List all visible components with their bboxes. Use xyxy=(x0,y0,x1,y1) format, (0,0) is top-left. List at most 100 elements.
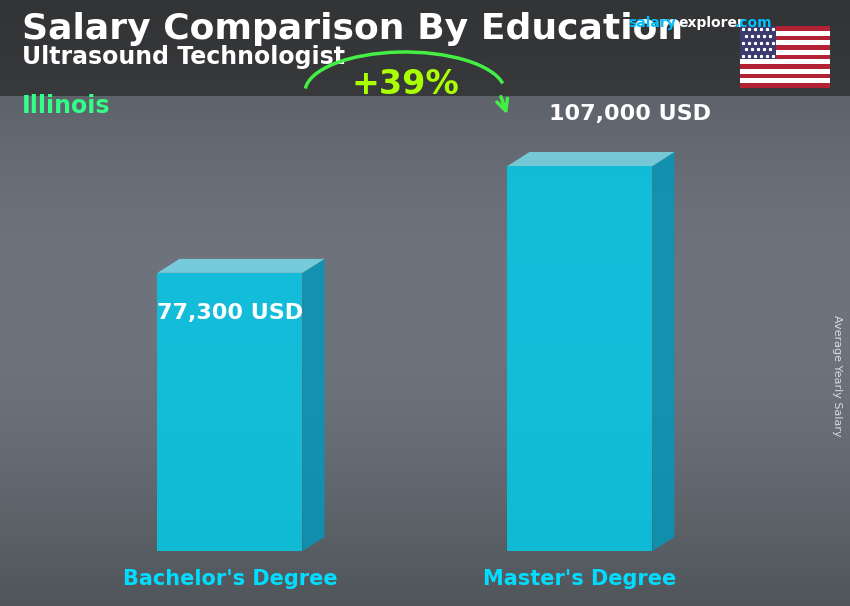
Text: Bachelor's Degree: Bachelor's Degree xyxy=(122,569,337,589)
Bar xyxy=(0,187,850,188)
Bar xyxy=(0,493,850,494)
Bar xyxy=(0,171,850,172)
Bar xyxy=(0,24,850,25)
Bar xyxy=(0,303,850,304)
Bar xyxy=(0,168,850,169)
Bar xyxy=(0,496,850,497)
Bar xyxy=(0,113,850,114)
Bar xyxy=(0,238,850,239)
Bar xyxy=(0,27,850,28)
Bar xyxy=(0,490,850,491)
Bar xyxy=(740,45,830,50)
Bar xyxy=(0,326,850,327)
Bar xyxy=(0,437,850,438)
Bar xyxy=(0,341,850,342)
Bar xyxy=(0,292,850,293)
Bar xyxy=(0,450,850,451)
Bar xyxy=(0,160,850,161)
Bar xyxy=(0,375,850,376)
Bar xyxy=(0,538,850,539)
Bar xyxy=(0,91,850,92)
Bar xyxy=(0,278,850,279)
Bar xyxy=(0,272,850,273)
Bar xyxy=(0,448,850,449)
Bar xyxy=(0,376,850,377)
Bar xyxy=(0,39,850,40)
Bar xyxy=(0,469,850,470)
Bar xyxy=(0,156,850,157)
Bar xyxy=(0,454,850,455)
Bar xyxy=(0,518,850,519)
Bar xyxy=(0,151,850,152)
Bar xyxy=(0,600,850,601)
Bar xyxy=(0,554,850,555)
Bar xyxy=(0,570,850,571)
Bar xyxy=(0,373,850,374)
Bar xyxy=(0,101,850,102)
Bar xyxy=(0,399,850,400)
Bar xyxy=(0,136,850,137)
Bar xyxy=(0,380,850,381)
Bar xyxy=(0,397,850,398)
Bar xyxy=(0,392,850,393)
Bar xyxy=(0,180,850,181)
Bar xyxy=(0,593,850,594)
Bar xyxy=(0,216,850,217)
Bar xyxy=(0,325,850,326)
Bar xyxy=(0,481,850,482)
Bar xyxy=(0,225,850,226)
Bar xyxy=(0,218,850,219)
Bar xyxy=(740,74,830,78)
Bar xyxy=(0,427,850,428)
Bar xyxy=(0,515,850,516)
Bar xyxy=(0,188,850,189)
Bar xyxy=(0,141,850,142)
Bar xyxy=(0,127,850,128)
Bar xyxy=(0,548,850,549)
Bar xyxy=(740,55,830,59)
Bar xyxy=(740,83,830,88)
Bar xyxy=(0,305,850,306)
Bar xyxy=(0,420,850,421)
Bar xyxy=(0,212,850,213)
Bar xyxy=(0,605,850,606)
Bar xyxy=(0,195,850,196)
Bar xyxy=(0,295,850,296)
Bar xyxy=(0,371,850,372)
Bar xyxy=(0,513,850,514)
Bar xyxy=(0,95,850,96)
Bar xyxy=(0,591,850,592)
Bar xyxy=(0,123,850,124)
Bar xyxy=(0,353,850,354)
Bar xyxy=(0,574,850,575)
Bar xyxy=(0,140,850,141)
Bar xyxy=(0,70,850,71)
Text: 107,000 USD: 107,000 USD xyxy=(549,104,711,124)
Bar xyxy=(0,80,850,81)
Bar xyxy=(0,158,850,159)
Bar xyxy=(0,511,850,512)
Bar xyxy=(0,385,850,386)
Bar xyxy=(0,583,850,584)
Bar xyxy=(0,102,850,103)
Bar xyxy=(0,121,850,122)
Bar xyxy=(0,565,850,566)
Bar xyxy=(0,336,850,337)
Bar xyxy=(0,541,850,542)
Bar xyxy=(0,578,850,579)
Bar xyxy=(0,208,850,209)
Bar xyxy=(0,76,850,77)
Bar xyxy=(0,443,850,444)
Bar xyxy=(0,148,850,149)
Bar xyxy=(0,81,850,82)
Bar xyxy=(0,25,850,26)
Bar xyxy=(0,312,850,313)
Bar xyxy=(0,294,850,295)
Bar xyxy=(740,31,830,36)
Bar xyxy=(0,525,850,526)
Bar xyxy=(0,67,850,68)
Bar xyxy=(0,492,850,493)
Bar xyxy=(0,299,850,300)
Bar xyxy=(0,498,850,499)
Bar xyxy=(0,414,850,415)
